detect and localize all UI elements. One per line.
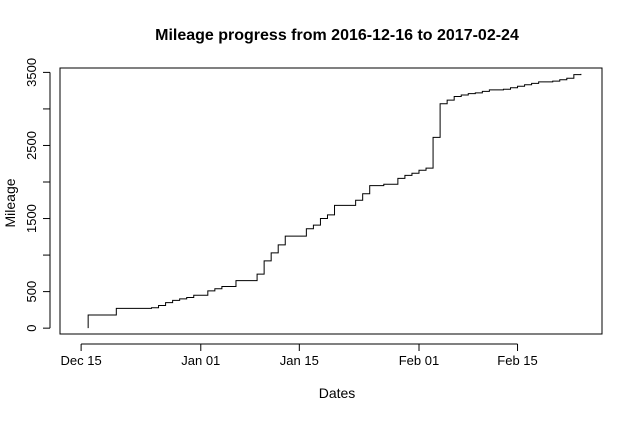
- x-tick-label: Feb 01: [399, 353, 439, 368]
- x-tick-label: Jan 01: [181, 353, 220, 368]
- data-points: [88, 74, 581, 328]
- x-tick-label: Feb 15: [497, 353, 537, 368]
- y-tick-label: 3500: [24, 58, 39, 87]
- plot-frame: [60, 68, 602, 334]
- chart-title: Mileage progress from 2016-12-16 to 2017…: [155, 27, 519, 44]
- x-tick-label: Dec 15: [61, 353, 102, 368]
- y-tick-label: 0: [24, 325, 39, 332]
- x-axis: Dec 15 Jan 01 Jan 15 Feb 01 Feb 15: [61, 344, 538, 368]
- y-tick-label: 2500: [24, 131, 39, 160]
- y-axis-label: Mileage: [2, 178, 18, 227]
- x-tick-label: Jan 15: [280, 353, 319, 368]
- y-axis: 0 500 1500 2500 3500: [24, 58, 50, 332]
- y-tick-label: 500: [24, 281, 39, 303]
- y-tick-label: 1500: [24, 204, 39, 233]
- x-axis-label: Dates: [319, 385, 356, 401]
- mileage-step-line: [88, 74, 581, 328]
